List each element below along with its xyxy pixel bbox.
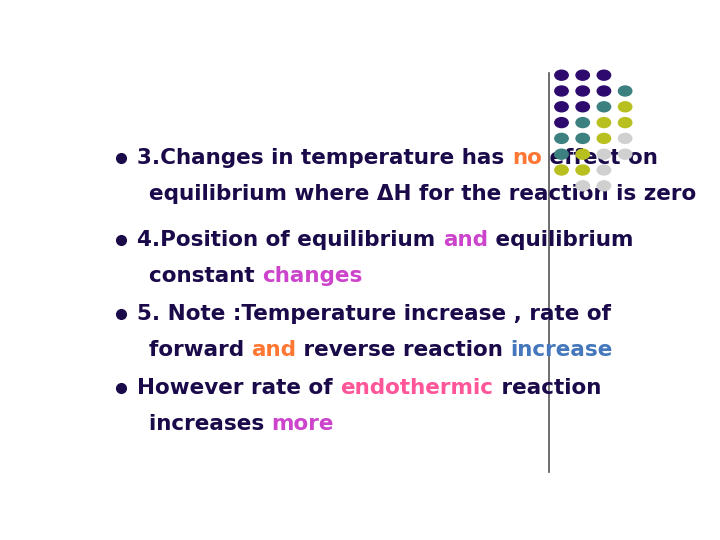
Circle shape <box>555 165 568 175</box>
Circle shape <box>597 149 611 159</box>
Circle shape <box>618 102 632 112</box>
Circle shape <box>597 181 611 191</box>
Text: effect on: effect on <box>542 148 658 168</box>
Circle shape <box>576 86 590 96</box>
Circle shape <box>597 86 611 96</box>
Text: However rate of: However rate of <box>138 379 341 399</box>
Circle shape <box>597 102 611 112</box>
Circle shape <box>555 149 568 159</box>
Circle shape <box>576 102 590 112</box>
Text: forward: forward <box>148 340 251 360</box>
Text: changes: changes <box>261 266 362 286</box>
Text: endothermic: endothermic <box>341 379 493 399</box>
Text: no: no <box>512 148 542 168</box>
Text: more: more <box>271 414 334 434</box>
Text: increase: increase <box>510 340 613 360</box>
Circle shape <box>597 165 611 175</box>
Text: 5. Note :Temperature increase , rate of: 5. Note :Temperature increase , rate of <box>138 304 611 325</box>
Text: reverse reaction: reverse reaction <box>296 340 510 360</box>
Circle shape <box>576 133 590 144</box>
Text: increases: increases <box>148 414 271 434</box>
Text: equilibrium where ΔH for the reaction is zero: equilibrium where ΔH for the reaction is… <box>148 184 696 204</box>
Circle shape <box>555 86 568 96</box>
Text: reaction: reaction <box>493 379 601 399</box>
Circle shape <box>618 118 632 127</box>
Circle shape <box>555 118 568 127</box>
Circle shape <box>576 149 590 159</box>
Circle shape <box>597 133 611 144</box>
Text: and: and <box>251 340 296 360</box>
Circle shape <box>576 181 590 191</box>
Circle shape <box>576 118 590 127</box>
Circle shape <box>576 165 590 175</box>
Text: equilibrium: equilibrium <box>488 230 634 250</box>
Text: constant: constant <box>148 266 261 286</box>
Circle shape <box>576 70 590 80</box>
Circle shape <box>597 70 611 80</box>
Circle shape <box>555 102 568 112</box>
Circle shape <box>555 133 568 144</box>
Text: 4.Position of equilibrium: 4.Position of equilibrium <box>138 230 444 250</box>
Circle shape <box>618 86 632 96</box>
Text: and: and <box>444 230 488 250</box>
Circle shape <box>555 70 568 80</box>
Circle shape <box>618 133 632 144</box>
Circle shape <box>618 149 632 159</box>
Circle shape <box>597 118 611 127</box>
Text: 3.Changes in temperature has: 3.Changes in temperature has <box>138 148 512 168</box>
